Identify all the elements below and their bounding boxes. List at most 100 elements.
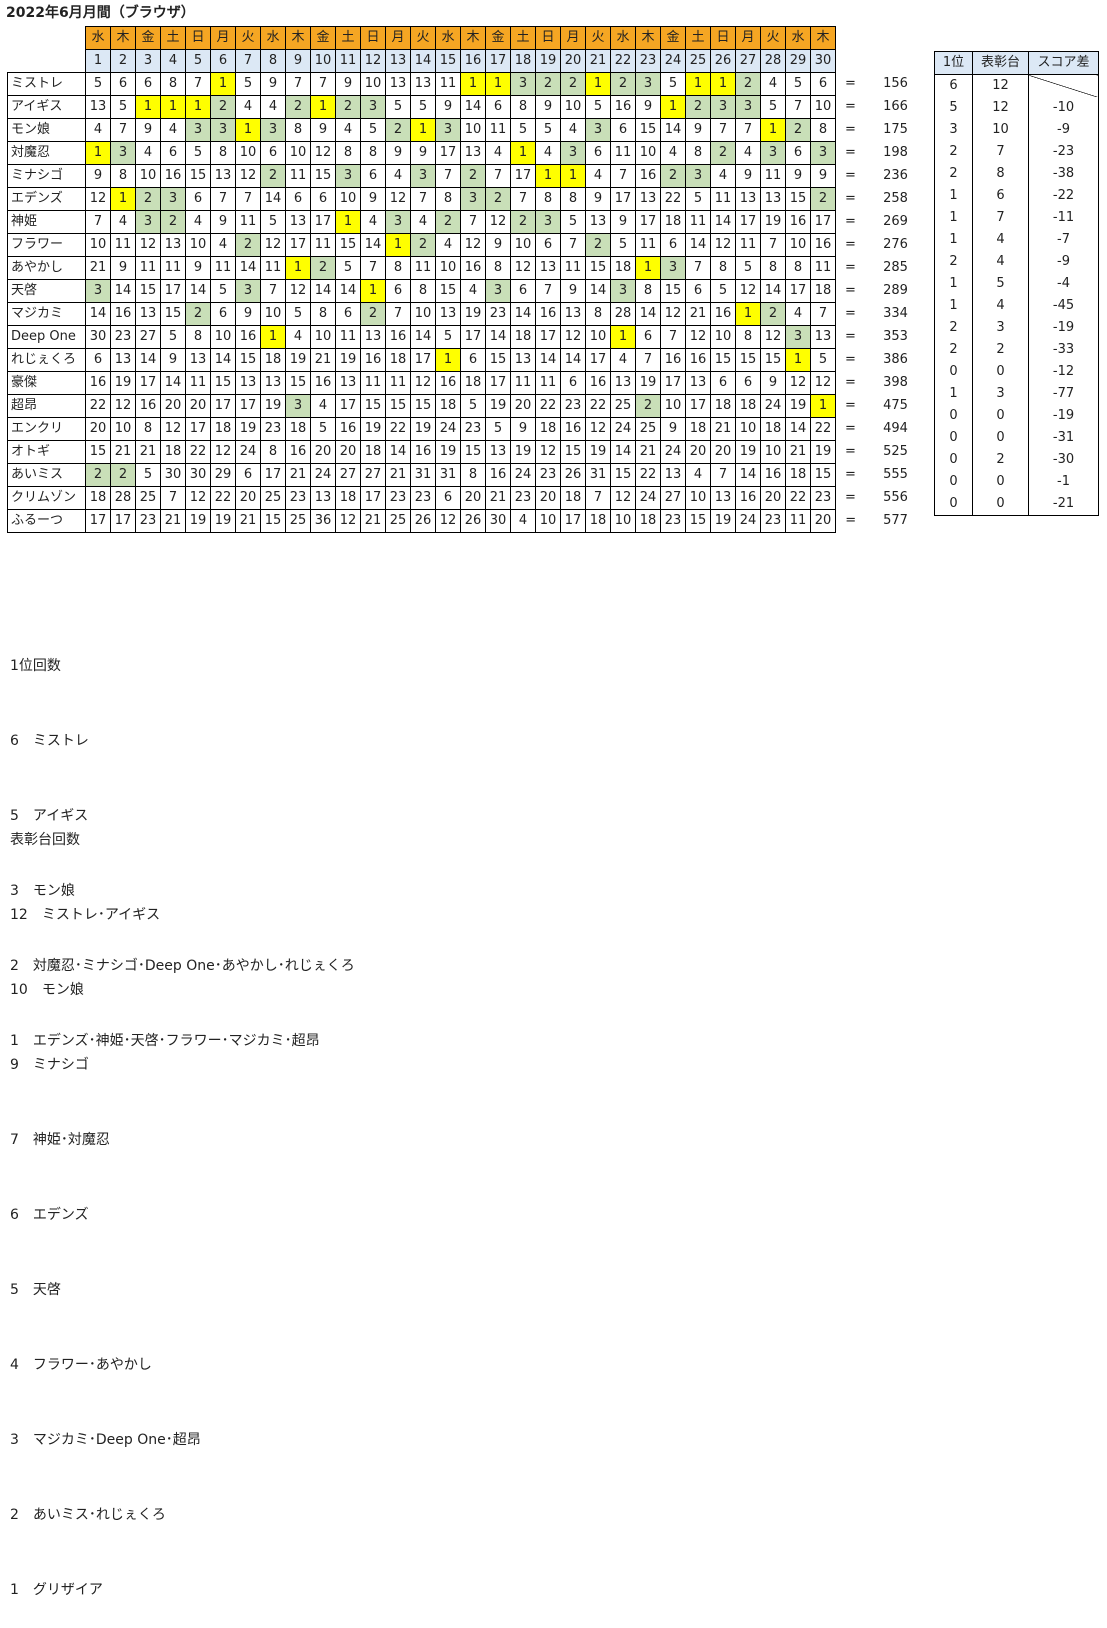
rank-cell: 6 [735,371,761,395]
summary-row: 0 0 -21 [934,493,1099,516]
first-count: 0 [934,405,973,427]
first-count: 1 [934,273,973,295]
rank-cell: 16 [810,233,836,257]
rank-cell: 21 [635,440,661,464]
rank-cell: 3 [235,279,261,303]
first-count: 0 [934,427,973,449]
rank-cell: 5 [435,325,461,349]
rank-cell: 7 [460,210,486,234]
weekday-cell: 土 [160,26,186,50]
table-row: れじぇくろ 6 13 14 9 13 14 15 18 19 21 19 16 18 17 1 6 15 13 14 1… [7,348,926,372]
rank-cell: 19 [810,440,836,464]
rank-cell: 9 [135,118,161,142]
rank-cell: 5 [810,348,836,372]
table-row: ミストレ 5 6 6 8 7 1 5 9 7 7 9 10 13 13 11 1 1 3 2 2 1 2 3 5 1 1 2 4 5 6 = 1… [7,72,926,96]
rank-cell: 14 [110,279,136,303]
rank-cell: 2 [335,95,361,119]
rank-cell: 11 [785,509,811,533]
rank-cell: 3 [410,164,436,188]
rank-cell: 4 [85,118,111,142]
rank-cell: 14 [660,118,686,142]
rank-cell: 23 [510,486,536,510]
rank-cell: 5 [210,279,236,303]
weekday-cell: 日 [710,26,736,50]
rank-cell: 6 [160,141,186,165]
first-count: 1 [934,207,973,229]
rank-cell: 1 [435,348,461,372]
rank-cell: 8 [760,256,786,280]
rank-cell: 19 [485,394,511,418]
podium-count: 12 [972,74,1029,97]
rank-cell: 2 [510,210,536,234]
rank-cell: 36 [310,509,336,533]
rank-cell: 12 [160,417,186,441]
rank-cell: 5 [785,72,811,96]
podium-count: 7 [972,207,1029,229]
podium-count: 7 [972,141,1029,163]
rank-cell: 3 [385,210,411,234]
rank-cell: 7 [235,187,261,211]
rank-cell: 17 [785,279,811,303]
date-cell: 27 [735,49,761,73]
date-cell: 23 [635,49,661,73]
rank-cell: 7 [435,164,461,188]
first-count: 1 [934,229,973,251]
rank-cell: 14 [135,348,161,372]
weekday-cell: 金 [135,26,161,50]
rank-cell: 4 [660,141,686,165]
rank-cell: 9 [535,95,561,119]
rank-cell: 3 [585,118,611,142]
rank-cell: 23 [760,509,786,533]
podium-count: 4 [972,295,1029,317]
rank-cell: 13 [210,164,236,188]
rank-cell: 2 [660,164,686,188]
weekday-cell: 火 [235,26,261,50]
date-cell: 19 [535,49,561,73]
rank-cell: 18 [460,371,486,395]
rank-cell: 10 [585,325,611,349]
rank-cell: 4 [735,141,761,165]
rank-cell: 5 [235,72,261,96]
table-row: エンクリ 20 10 8 12 17 18 19 23 18 5 16 19 22 19 24 23 5 9 18 16… [7,417,926,441]
rank-cell: 25 [385,509,411,533]
rank-cell: 30 [185,463,211,487]
rank-cell: 13 [235,371,261,395]
rank-cell: 15 [335,233,361,257]
rank-cell: 23 [110,325,136,349]
rank-cell: 4 [335,118,361,142]
rank-cell: 3 [335,164,361,188]
equals-sign: = [845,145,856,160]
rank-cell: 14 [710,210,736,234]
rank-cell: 11 [160,256,186,280]
rank-cell: 6 [385,279,411,303]
rank-cell: 3 [760,141,786,165]
rank-cell: 20 [160,394,186,418]
rank-cell: 14 [385,440,411,464]
rank-cell: 8 [535,187,561,211]
podium-count: 3 [972,317,1029,339]
rank-cell: 12 [335,509,361,533]
rank-cell: 23 [460,417,486,441]
rank-cell: 31 [410,463,436,487]
rank-cell: 4 [710,164,736,188]
table-row: 対魔忍 1 3 4 6 5 8 10 6 10 12 8 8 9 9 17 13 4 1 4 3 6 11 10 4 8 2 4 3 6 3… [7,141,926,165]
rank-cell: 6 [435,486,461,510]
equals-sign: = [845,329,856,344]
rank-cell: 16 [110,302,136,326]
rank-cell: 12 [660,302,686,326]
rank-cell: 15 [485,348,511,372]
equals-sign: = [845,99,856,114]
rank-cell: 9 [260,72,286,96]
rank-cell: 14 [185,279,211,303]
rank-cell: 17 [185,417,211,441]
rank-cell: 1 [235,118,261,142]
weekday-cell: 日 [535,26,561,50]
rank-cell: 17 [360,486,386,510]
rank-cell: 16 [785,210,811,234]
rank-cell: 19 [235,417,261,441]
rank-cell: 17 [735,210,761,234]
corner-blank [8,50,86,73]
rank-cell: 9 [810,164,836,188]
score-diff: -19 [1028,317,1099,339]
game-name: クリムゾン [7,486,86,510]
